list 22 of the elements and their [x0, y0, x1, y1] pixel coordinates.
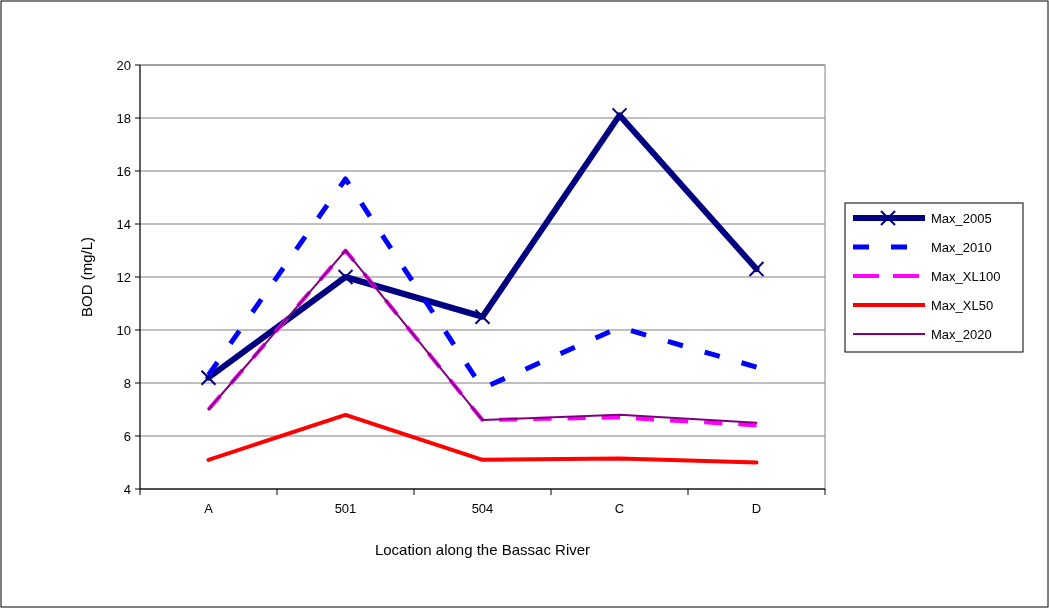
x-tick-label: 501	[334, 501, 357, 516]
y-axis-title: BOD (mg/L)	[78, 236, 95, 318]
x-tick-label: D	[751, 501, 762, 516]
y-tick-label: 16	[116, 163, 131, 179]
legend-label: Max_2010	[931, 239, 992, 255]
y-tick-label: 20	[116, 57, 131, 73]
legend-label: Max_XL100	[931, 268, 1001, 284]
y-tick-label: 6	[123, 428, 131, 444]
line-series	[206, 412, 759, 465]
y-tick-label: 4	[123, 481, 131, 497]
x-axis-title: Location along the Bassac River	[374, 541, 591, 558]
legend-label: Max_2020	[931, 326, 992, 342]
y-tick-label: 8	[123, 375, 131, 391]
legend-label: Max_XL50	[931, 297, 994, 313]
y-tick-label: 12	[116, 269, 131, 285]
x-tick-label: A	[204, 501, 214, 516]
legend-label: Max_2005	[931, 210, 992, 226]
x-tick-label: C	[614, 501, 625, 516]
y-tick-label: 10	[116, 322, 131, 338]
y-tick-label: 14	[116, 216, 131, 232]
x-tick-label: 504	[471, 501, 494, 516]
y-tick-label: 18	[116, 110, 131, 126]
